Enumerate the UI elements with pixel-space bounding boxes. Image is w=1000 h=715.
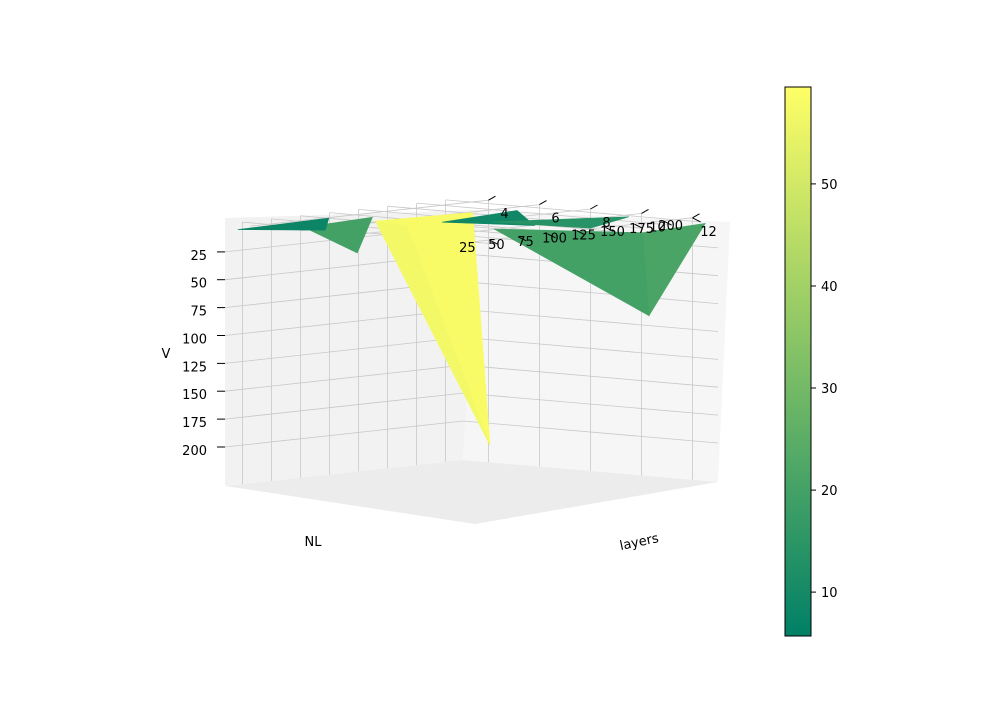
nl-tick-label: 125 [571, 228, 596, 243]
surface-facet-v10 [237, 217, 330, 231]
surface-facet-v80-side [493, 228, 650, 317]
colorbar-tick-label: 40 [821, 280, 838, 295]
layers-tick-label: 10 [649, 220, 666, 235]
surface-facet-v6 [490, 216, 629, 229]
gridline-v [224, 337, 464, 364]
colorbar-tick-label: 30 [821, 382, 838, 397]
layers-tick-label: 12 [700, 225, 717, 240]
v-tick-label: 175 [182, 416, 207, 431]
colorbar-gradient [784, 86, 812, 637]
gridline-v [462, 337, 719, 360]
y-axis-label: layers [618, 531, 660, 554]
x-axis-label: NL [305, 535, 323, 550]
nl-tick-label: 100 [542, 232, 567, 247]
colorbar: 10 20 30 40 50 [784, 86, 838, 637]
floor-pane [225, 460, 718, 524]
nl-tick-label: 75 [517, 235, 534, 250]
gridline-v [224, 420, 464, 448]
layers-tick-mark [539, 200, 547, 206]
nl-tick-mark [489, 239, 498, 245]
nl-tick-label: 200 [658, 219, 683, 234]
gridline-v [224, 392, 464, 420]
gridline-v [462, 392, 719, 416]
colorbar-tick-label: 10 [821, 586, 838, 601]
nl-tick-mark [605, 226, 614, 232]
nl-tick-mark [576, 230, 585, 236]
nl-tick-label: 150 [600, 225, 625, 240]
nl-tick-label: 50 [488, 238, 505, 253]
gridline-v [224, 364, 464, 392]
gridline-v [462, 309, 719, 332]
gridline-layers [250, 199, 489, 227]
nl-tick-mark [518, 236, 527, 242]
layers-tick-label: 8 [602, 216, 610, 231]
v-tick-label: 50 [190, 277, 207, 292]
layers-tick-label: 6 [551, 212, 559, 227]
gridline-v [462, 364, 719, 388]
surface-facet-v210-side [374, 220, 491, 446]
nl-tick-label: 25 [459, 241, 476, 256]
v-tick-label: 125 [182, 360, 207, 375]
z-axis-label: V [162, 347, 171, 362]
colorbar-ticks: 10 20 30 40 50 [811, 178, 838, 601]
v-tick-label: 25 [190, 249, 207, 264]
layers-tick-mark [590, 204, 598, 210]
layers-tick-mark [641, 208, 649, 214]
colorbar-tick-label: 20 [821, 484, 838, 499]
nl-tick-mark [547, 233, 556, 239]
nl-tick-mark [634, 223, 643, 229]
nl-tick-mark [692, 217, 701, 223]
gridline-v [462, 281, 719, 304]
colorbar-tick-label: 50 [821, 178, 838, 193]
layers-tick-label: 4 [500, 207, 508, 222]
v-tick-label: 150 [182, 388, 207, 403]
v-tick-label: 75 [190, 305, 207, 320]
nl-tick-mark [663, 220, 672, 226]
v-tick-label: 200 [182, 444, 207, 459]
v-tick-label: 100 [182, 333, 207, 348]
gridline-v [462, 420, 719, 444]
nl-tick-label: 175 [629, 222, 654, 237]
surface [237, 210, 706, 446]
layers-tick-mark [488, 195, 496, 201]
axes-ticks: 25 50 75 100 125 150 175 200 4 6 8 10 12 25 50 75 100 125… [182, 195, 717, 459]
layers-tick-mark [692, 213, 700, 219]
